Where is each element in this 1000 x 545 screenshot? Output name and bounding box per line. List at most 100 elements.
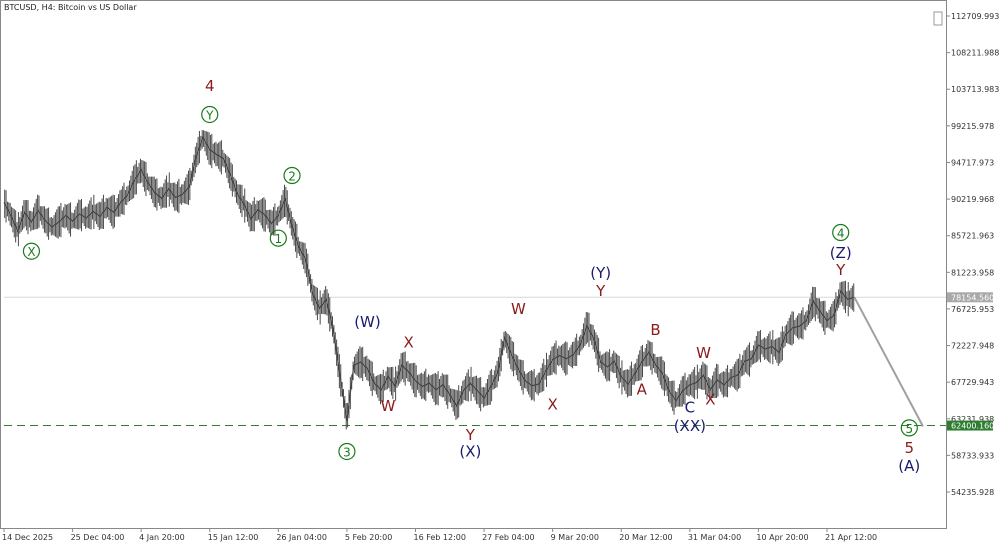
support-level-label: 62400.160 bbox=[951, 422, 994, 431]
wave-label-text: B bbox=[650, 321, 660, 339]
wave-label: Y bbox=[835, 261, 846, 279]
x-tick-label: 25 Dec 04:00 bbox=[71, 533, 125, 542]
x-tick-label: 9 Mar 20:00 bbox=[551, 533, 599, 542]
x-tick-label: 10 Apr 20:00 bbox=[756, 533, 808, 542]
x-tick-label: 15 Jan 12:00 bbox=[208, 533, 259, 542]
wave-label-text: Y bbox=[835, 261, 846, 279]
y-tick-label: 112709.993 bbox=[951, 12, 999, 21]
wave-label-text: 5 bbox=[905, 439, 915, 457]
wave-label: 3 bbox=[338, 442, 356, 461]
y-tick-label: 99215.978 bbox=[951, 122, 994, 131]
wave-label-text: 4 bbox=[205, 77, 215, 95]
price-levels: 78154.560 62400.160 bbox=[4, 292, 994, 431]
wave-label-text: (Y) bbox=[590, 264, 611, 282]
wave-label: X bbox=[705, 390, 715, 408]
current-price-label: 78154.560 bbox=[951, 293, 994, 302]
wave-label-text: Y bbox=[205, 108, 214, 122]
wave-label-text: X bbox=[548, 395, 558, 413]
wave-label-text: (X) bbox=[459, 442, 481, 460]
wave-label-text: Y bbox=[595, 282, 606, 300]
wave-label-circle bbox=[22, 242, 41, 260]
wave-label: 4 bbox=[205, 77, 215, 95]
wave-label-circle bbox=[283, 166, 301, 185]
current-price-tag: 78154.560 bbox=[947, 292, 994, 303]
wave-label: (W) bbox=[354, 313, 381, 331]
wave-label: A bbox=[637, 381, 648, 399]
wave-label: 1 bbox=[269, 229, 287, 247]
y-axis: 112709.993 108211.988 103713.983 99215.978 9… bbox=[946, 12, 999, 497]
price-series bbox=[3, 130, 924, 430]
wave-label-circle bbox=[900, 419, 918, 437]
x-tick-label: 20 Mar 12:00 bbox=[619, 533, 672, 542]
wave-label: Y bbox=[465, 426, 476, 444]
wave-label-text: X bbox=[27, 245, 35, 259]
y-tick-label: 103713.983 bbox=[951, 85, 999, 94]
wave-label: 5 bbox=[900, 419, 918, 437]
x-tick-label: 4 Jan 20:00 bbox=[139, 533, 185, 542]
support-level-tag: 62400.160 bbox=[947, 420, 994, 431]
wave-label: C bbox=[685, 399, 695, 417]
y-tick-label: 108211.988 bbox=[951, 49, 999, 58]
wave-label: (Z) bbox=[830, 244, 852, 262]
y-tick-label: 90219.968 bbox=[951, 195, 994, 204]
y-tick-label: 54235.928 bbox=[951, 488, 994, 497]
y-tick-label: 81223.958 bbox=[951, 268, 994, 277]
wave-label-text: 5 bbox=[905, 422, 913, 436]
wave-label: Y bbox=[201, 105, 219, 124]
plot-frame bbox=[0, 0, 947, 529]
y-tick-label: 58733.933 bbox=[951, 451, 994, 460]
y-tick-label: 67729.943 bbox=[951, 378, 994, 387]
wave-label-text: C bbox=[685, 399, 695, 417]
wave-label-text: W bbox=[696, 344, 711, 362]
wave-label-text: (Z) bbox=[830, 244, 852, 262]
wave-label: 4 bbox=[832, 223, 850, 242]
wave-label-circle bbox=[201, 105, 219, 124]
wave-label: (X) bbox=[459, 442, 481, 460]
x-tick-label: 27 Feb 04:00 bbox=[482, 533, 534, 542]
wave-label-circle bbox=[269, 229, 287, 247]
wave-label: (Y) bbox=[590, 264, 611, 282]
y-tick-label: 76725.953 bbox=[951, 305, 994, 314]
x-tick-label: 14 Dec 2025 bbox=[2, 533, 53, 542]
wave-label-text: X bbox=[705, 390, 715, 408]
wave-label-text: Y bbox=[465, 426, 476, 444]
x-tick-label: 5 Feb 20:00 bbox=[345, 533, 392, 542]
wave-label-text: (XX) bbox=[674, 417, 706, 435]
wave-label: 5 bbox=[905, 439, 915, 457]
chart-title: BTCUSD, H4: Bitcoin vs US Dollar bbox=[4, 3, 137, 12]
wave-label-text: W bbox=[381, 397, 396, 415]
wave-label: Y bbox=[595, 282, 606, 300]
x-axis: 14 Dec 2025 25 Dec 04:00 4 Jan 20:00 15 Jan… bbox=[2, 528, 877, 542]
wave-label-text: 1 bbox=[275, 232, 283, 246]
wave-label-circle bbox=[338, 442, 356, 461]
wave-label: X bbox=[22, 242, 41, 260]
wave-label: W bbox=[696, 344, 711, 362]
wave-label: (A) bbox=[898, 457, 920, 475]
y-tick-label: 94717.973 bbox=[951, 158, 994, 167]
wave-label: W bbox=[511, 300, 526, 318]
wave-label-text: 2 bbox=[288, 170, 296, 184]
wave-label-text: X bbox=[403, 333, 413, 351]
projection-line bbox=[853, 296, 924, 427]
wave-label: (XX) bbox=[674, 417, 706, 435]
wave-label: B bbox=[650, 321, 660, 339]
x-tick-label: 21 Apr 12:00 bbox=[825, 533, 877, 542]
support-level-tag-bg bbox=[947, 420, 993, 431]
wave-label: 2 bbox=[283, 166, 301, 185]
scroll-button[interactable] bbox=[933, 11, 943, 26]
wave-label: W bbox=[381, 397, 396, 415]
wave-label-text: 4 bbox=[837, 226, 845, 240]
wave-label-text: 3 bbox=[343, 445, 351, 459]
x-tick-label: 26 Jan 04:00 bbox=[276, 533, 327, 542]
y-tick-label: 63231.938 bbox=[951, 415, 994, 424]
x-tick-label: 16 Feb 12:00 bbox=[413, 533, 465, 542]
wave-label-text: W bbox=[511, 300, 526, 318]
wave-label-text: (W) bbox=[354, 313, 381, 331]
wave-label-text: A bbox=[637, 381, 648, 399]
wave-label: X bbox=[403, 333, 413, 351]
x-tick-label: 31 Mar 04:00 bbox=[688, 533, 741, 542]
y-tick-label: 85721.963 bbox=[951, 232, 994, 241]
